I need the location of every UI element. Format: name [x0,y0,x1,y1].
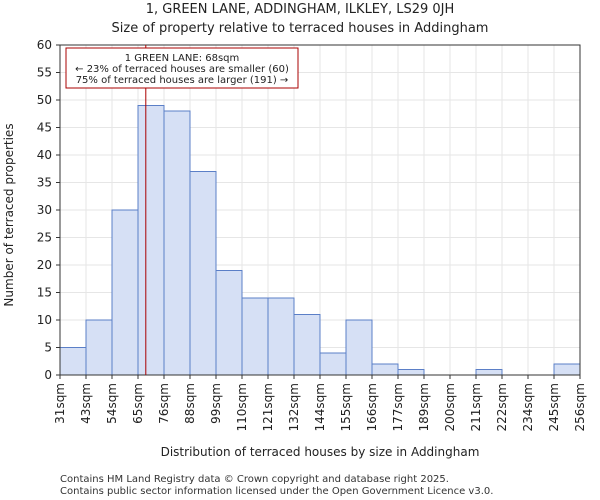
annotation-box: 1 GREEN LANE: 68sqm ← 23% of terraced ho… [65,47,299,89]
y-tick-label: 35 [37,176,52,190]
annotation-line1: 1 GREEN LANE: 68sqm [125,53,240,64]
y-tick-label: 40 [37,148,52,162]
y-tick-label: 0 [44,368,52,382]
bar-245sqm [553,363,581,376]
y-tick-label: 45 [37,121,52,135]
x-tick-label: 132sqm [287,383,301,431]
y-tick-label: 55 [37,66,52,80]
x-tick-label: 144sqm [313,383,327,431]
x-tick-label: 177sqm [391,383,405,431]
y-tick-label: 5 [44,341,52,355]
bars [59,105,581,376]
annotation-line2: ← 23% of terraced houses are smaller (60… [75,64,289,75]
x-tick-label: 222sqm [495,383,509,431]
bar-31sqm [59,347,87,376]
plot-frame [59,44,581,376]
x-tick-label: 88sqm [183,383,197,424]
bar-43sqm [85,319,113,376]
y-tick-label: 25 [37,231,52,245]
footer-line1: Contains HM Land Registry data © Crown c… [60,474,449,485]
x-ticks: 31sqm 43sqm 54sqm 65sqm 76sqm 88sqm 99sqm 110sq… [53,375,587,431]
x-tick-label: 65sqm [131,383,145,424]
bar-144sqm [319,352,347,376]
bar-110sqm [241,297,269,376]
x-tick-label: 43sqm [79,383,93,424]
y-tick-label: 30 [37,203,52,217]
footer-line2: Contains public sector information licen… [60,486,493,497]
bar-76sqm [163,110,191,376]
x-tick-label: 155sqm [339,383,353,431]
bar-121sqm [267,297,295,376]
bar-166sqm [371,363,399,376]
x-tick-label: 200sqm [443,383,457,431]
bar-99sqm [215,270,243,376]
x-tick-label: 99sqm [209,383,223,424]
x-axis-label: Distribution of terraced houses by size … [161,445,480,459]
x-tick-label: 166sqm [365,383,379,431]
y-axis-label: Number of terraced properties [2,123,16,306]
x-tick-label: 31sqm [53,383,67,424]
bar-65sqm [137,105,165,376]
y-tick-label: 50 [37,93,52,107]
bar-132sqm [293,314,321,376]
y-tick-label: 60 [37,38,52,52]
chart-title-line2: Size of property relative to terraced ho… [112,21,489,36]
x-tick-label: 245sqm [547,383,561,431]
x-tick-label: 121sqm [261,383,275,431]
annotation-line3: 75% of terraced houses are larger (191) … [76,75,289,86]
y-ticks: 0 5 10 15 20 25 30 35 40 45 50 55 60 [37,38,60,382]
bar-54sqm [111,209,139,376]
x-tick-label: 76sqm [157,383,171,424]
x-tick-label: 256sqm [573,383,587,431]
bar-155sqm [345,319,373,376]
bar-211sqm [475,369,503,376]
x-tick-label: 211sqm [469,383,483,431]
bar-88sqm [189,171,217,376]
x-tick-label: 110sqm [235,383,249,431]
y-tick-label: 10 [37,313,52,327]
chart-title-line1: 1, GREEN LANE, ADDINGHAM, ILKLEY, LS29 0… [146,2,455,17]
x-tick-label: 189sqm [417,383,431,431]
x-tick-label: 234sqm [521,383,535,431]
x-tick-label: 54sqm [105,383,119,424]
bar-177sqm [397,369,425,376]
y-tick-label: 15 [37,286,52,300]
y-tick-label: 20 [37,258,52,272]
